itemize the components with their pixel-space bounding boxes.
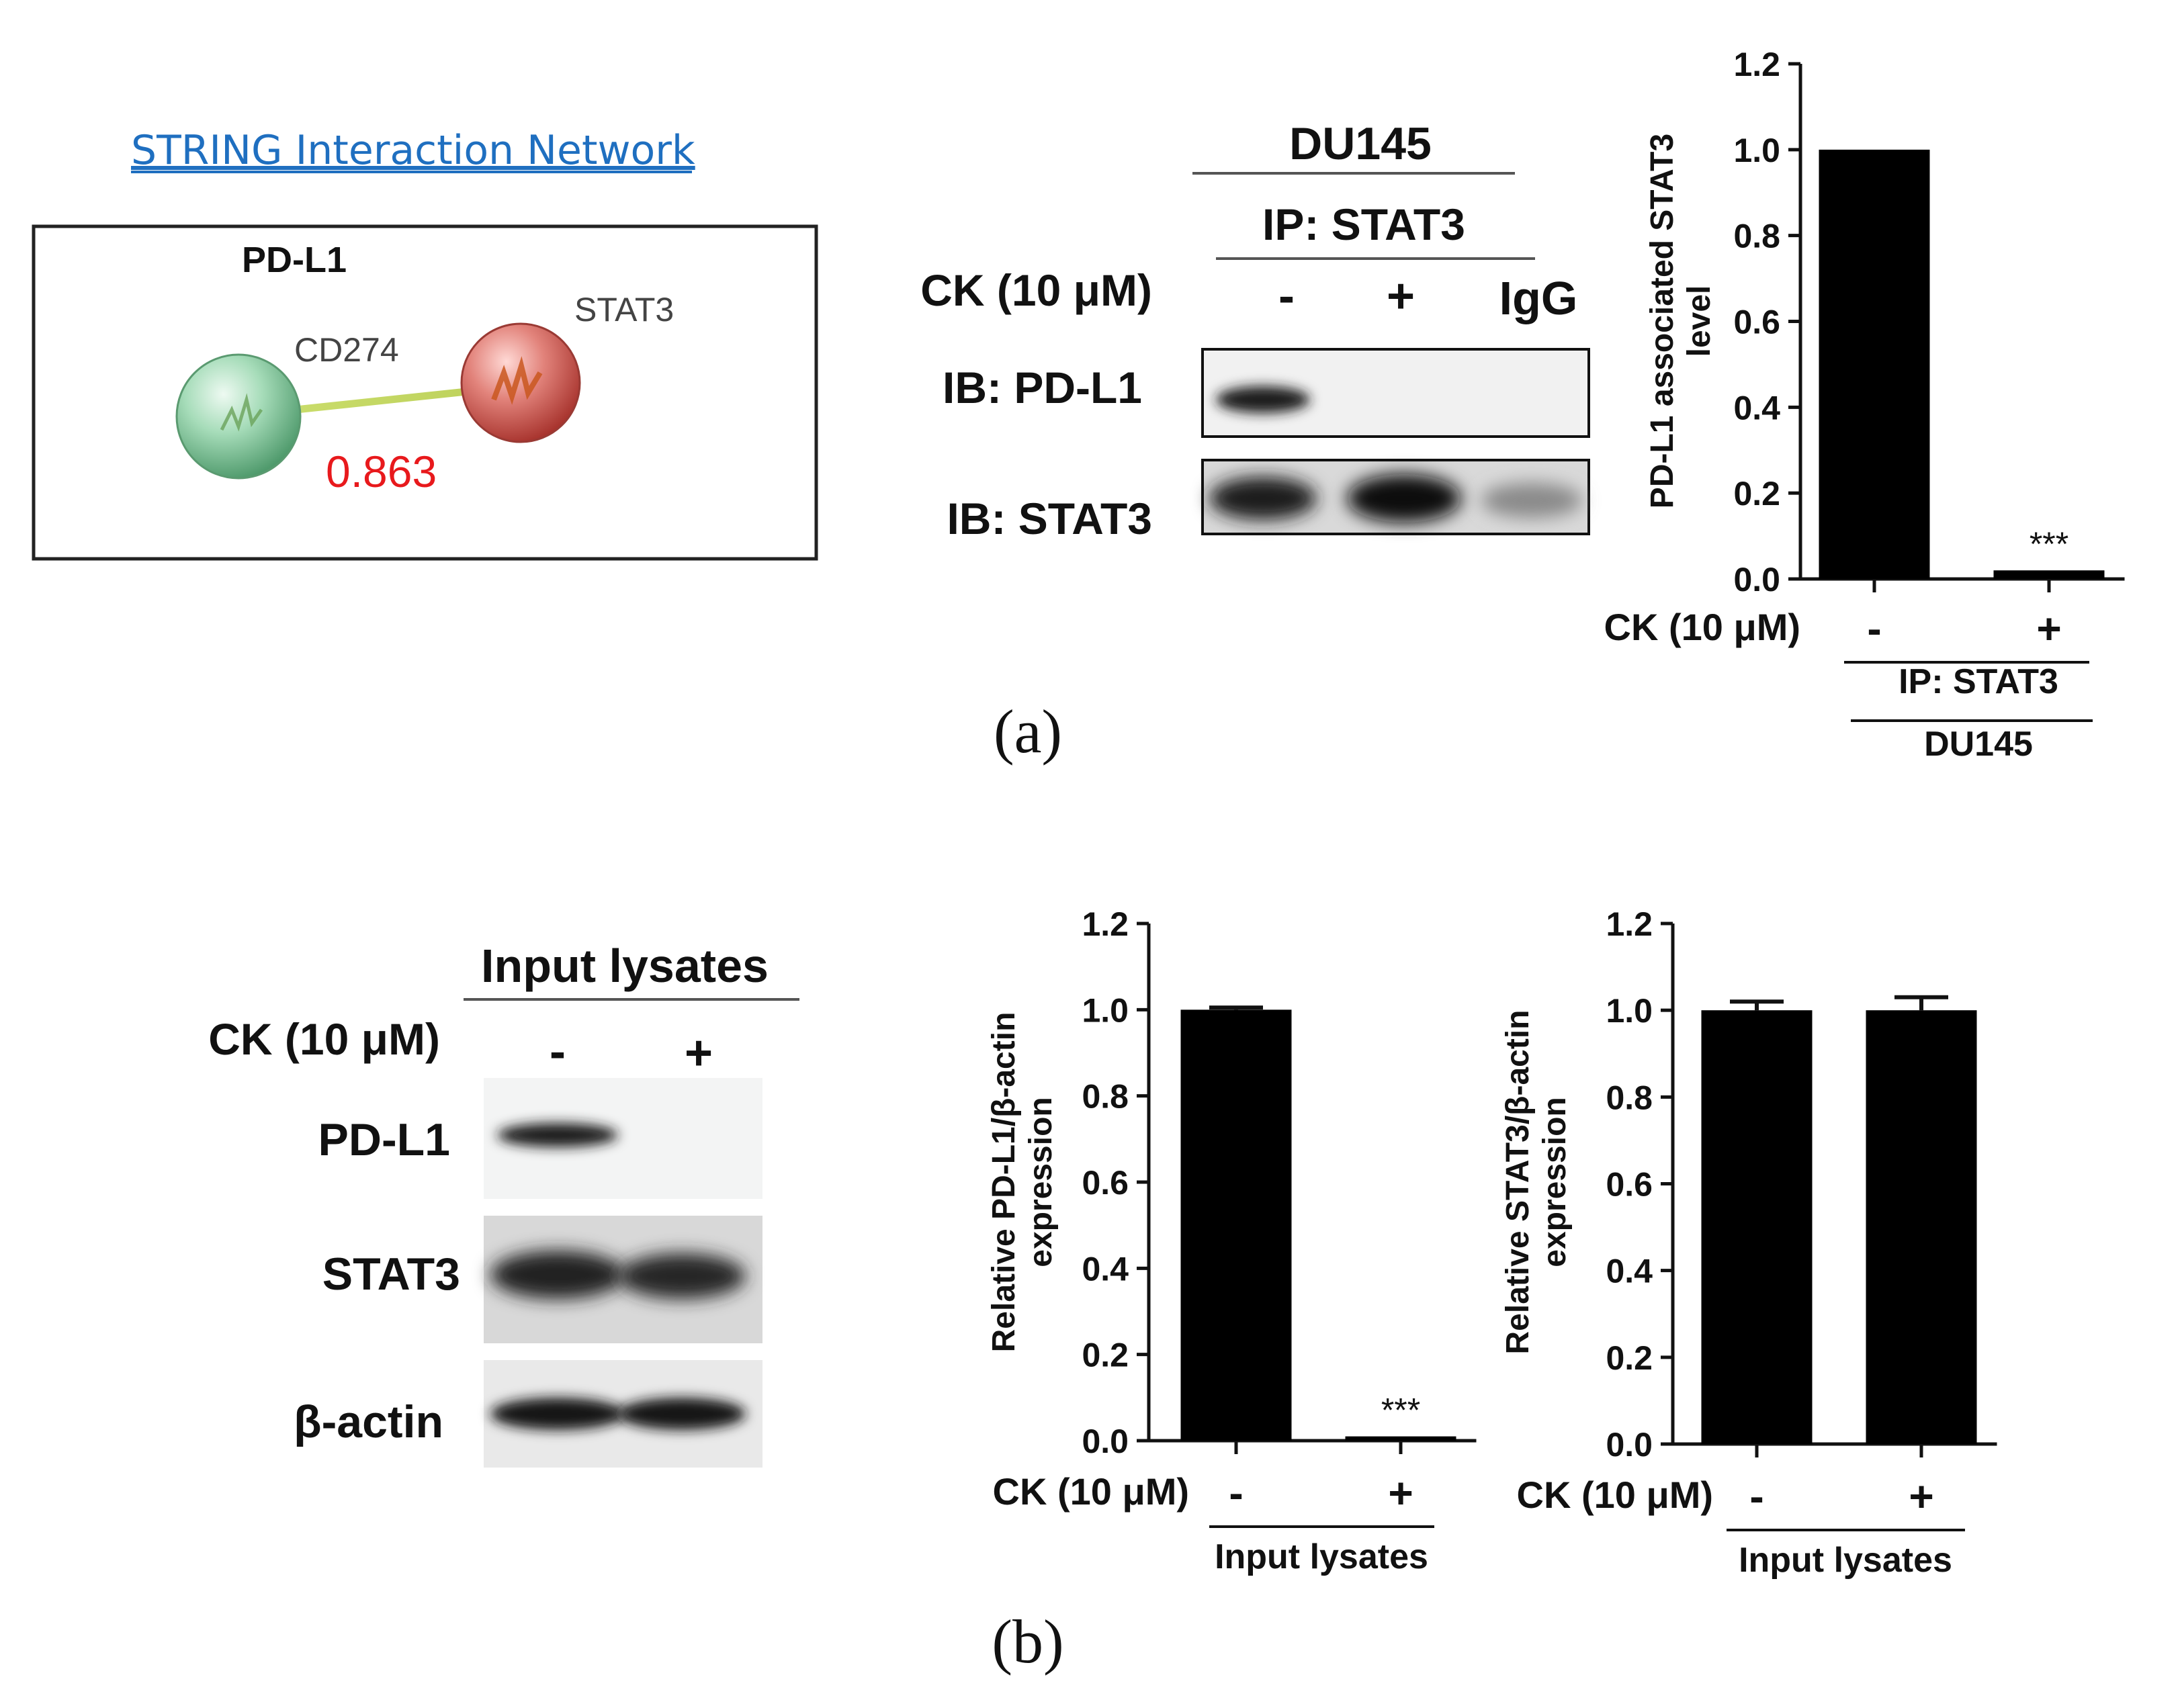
y-axis-title-line2: expression	[1023, 1097, 1059, 1267]
input-lane-plus: +	[685, 1026, 713, 1080]
node-stat3[interactable]	[460, 322, 581, 443]
y-tick-label: 1.2	[1733, 46, 1780, 83]
input-row-pdl1-label: PD-L1	[318, 1114, 450, 1165]
bar-control	[1180, 1009, 1292, 1441]
y-tick-label: 0.8	[1606, 1079, 1653, 1116]
ip-stat3-band-plus	[1347, 474, 1461, 523]
input-treatment-label: CK (10 μM)	[208, 1014, 440, 1064]
input-row-actin-label: β-actin	[294, 1396, 443, 1447]
chart-relative-pdl1: 0.0 0.2 0.4 0.6 0.8 1.0 1.2 - *** + Relative PD-L1…	[986, 905, 1477, 1576]
ip-lane-plus: +	[1387, 269, 1415, 323]
ip-blot: DU145 IP: STAT3 CK (10 μM) - + IgG IB: P…	[920, 118, 1590, 543]
x-category-label: +	[1388, 1469, 1413, 1517]
input-blot-title: Input lysates	[481, 940, 769, 992]
panel-label-b: (b)	[992, 1607, 1063, 1676]
network-protein-label: PD-L1	[242, 240, 347, 280]
y-tick-label: 0.6	[1733, 304, 1780, 341]
y-tick-label: 0.2	[1606, 1339, 1653, 1377]
input-stat3-band-minus	[490, 1251, 625, 1299]
ip-label: IP: STAT3	[1262, 199, 1465, 249]
ip-lane-minus: -	[1278, 269, 1295, 323]
ip-pdl1-strip	[1201, 348, 1590, 438]
bar-control	[1819, 149, 1930, 580]
bar-ck	[1866, 1010, 1977, 1444]
y-tick-label: 0.2	[1733, 475, 1780, 512]
input-row-stat3-label: STAT3	[322, 1249, 460, 1300]
group-label: IP: STAT3	[1899, 662, 2058, 701]
y-tick-label: 1.0	[1082, 991, 1129, 1029]
ip-stat3-band-minus	[1209, 477, 1317, 520]
bar-ck	[1345, 1436, 1456, 1441]
chart-pdl1-associated-stat3: 0.0 0.2 0.4 0.6 0.8 1.0 1.2 - *** + PD-L1 associat…	[1604, 46, 2125, 764]
input-pdl1-band-minus	[497, 1123, 618, 1147]
group-label: Input lysates	[1215, 1537, 1428, 1576]
bar-ck	[1993, 570, 2105, 579]
x-category-label: +	[1909, 1472, 1933, 1521]
input-lane-minus: -	[550, 1025, 566, 1079]
string-network: STRING Interaction Network PD-L1 CD274 S…	[32, 127, 818, 561]
y-tick-label: 0.8	[1733, 218, 1780, 255]
group-label: DU145	[1924, 725, 2033, 764]
y-tick-label: 0.0	[1082, 1423, 1129, 1460]
x-row-label: CK (10 μM)	[1517, 1474, 1714, 1516]
bar-control	[1701, 1010, 1813, 1444]
y-axis-title-line2: level	[1682, 285, 1717, 357]
x-category-label: +	[2036, 604, 2061, 653]
y-axis-title-line1: Relative PD-L1/β-actin	[986, 1012, 1022, 1353]
input-actin-band-minus	[490, 1398, 625, 1430]
input-blot: Input lysates CK (10 μM) - + PD-L1 STAT3…	[208, 940, 799, 1468]
y-axis-title-line1: PD-L1 associated STAT3	[1645, 134, 1680, 508]
node-cd274-label: CD274	[294, 331, 399, 369]
y-tick-label: 0.8	[1082, 1078, 1129, 1116]
x-category-label: -	[1749, 1472, 1763, 1521]
significance-label: ***	[1381, 1392, 1420, 1429]
group-label: Input lysates	[1739, 1541, 1952, 1580]
node-stat3-label: STAT3	[574, 291, 674, 328]
y-tick-label: 0.6	[1082, 1164, 1129, 1202]
y-tick-label: 1.2	[1606, 905, 1653, 943]
x-row-label: CK (10 μM)	[993, 1470, 1190, 1513]
y-tick-label: 1.2	[1082, 905, 1129, 943]
y-tick-label: 0.2	[1082, 1337, 1129, 1374]
node-cd274[interactable]	[175, 353, 302, 480]
panel-label-a: (a)	[994, 697, 1062, 766]
x-category-label: -	[1229, 1469, 1243, 1517]
y-tick-label: 0.4	[1733, 389, 1780, 426]
x-row-label: CK (10 μM)	[1604, 606, 1801, 648]
string-network-link[interactable]: STRING Interaction Network	[131, 127, 695, 174]
ip-row-pdl1-label: IB: PD-L1	[943, 363, 1142, 412]
ip-lane-igg: IgG	[1499, 272, 1578, 324]
ip-treatment-label: CK (10 μM)	[920, 265, 1152, 315]
x-category-label: -	[1867, 604, 1881, 653]
y-axis-title-line1: Relative STAT3/β-actin	[1500, 1010, 1536, 1355]
ip-row-stat3-label: IB: STAT3	[947, 494, 1152, 543]
y-axis-title-line2: expression	[1537, 1097, 1573, 1267]
input-actin-band-plus	[618, 1398, 746, 1430]
y-tick-label: 0.0	[1733, 561, 1780, 598]
y-tick-label: 0.6	[1606, 1166, 1653, 1204]
significance-label: ***	[2030, 525, 2068, 563]
ip-pdl1-band-minus	[1216, 386, 1310, 413]
input-stat3-band-plus	[618, 1253, 746, 1299]
y-tick-label: 0.4	[1082, 1250, 1129, 1288]
node-stat3-structure	[491, 356, 543, 405]
y-tick-label: 0.4	[1606, 1253, 1653, 1290]
ip-cell-line: DU145	[1289, 118, 1432, 169]
y-tick-label: 1.0	[1733, 132, 1780, 169]
y-tick-label: 1.0	[1606, 992, 1653, 1030]
node-cd274-structure	[220, 393, 263, 432]
chart-relative-stat3: 0.0 0.2 0.4 0.6 0.8 1.0 1.2 - + Relative STAT3/β-…	[1500, 905, 1997, 1580]
interaction-score: 0.863	[326, 447, 437, 496]
y-tick-label: 0.0	[1606, 1426, 1653, 1464]
ip-stat3-band-igg	[1481, 483, 1582, 518]
